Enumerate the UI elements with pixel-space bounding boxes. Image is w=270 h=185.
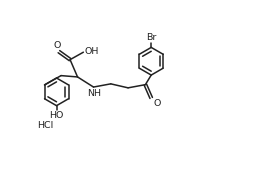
Text: HO: HO <box>49 111 64 120</box>
Text: O: O <box>153 99 161 108</box>
Text: NH: NH <box>87 89 101 98</box>
Text: HCl: HCl <box>37 121 54 130</box>
Text: OH: OH <box>85 47 99 56</box>
Text: O: O <box>54 41 61 50</box>
Text: Br: Br <box>146 33 156 42</box>
